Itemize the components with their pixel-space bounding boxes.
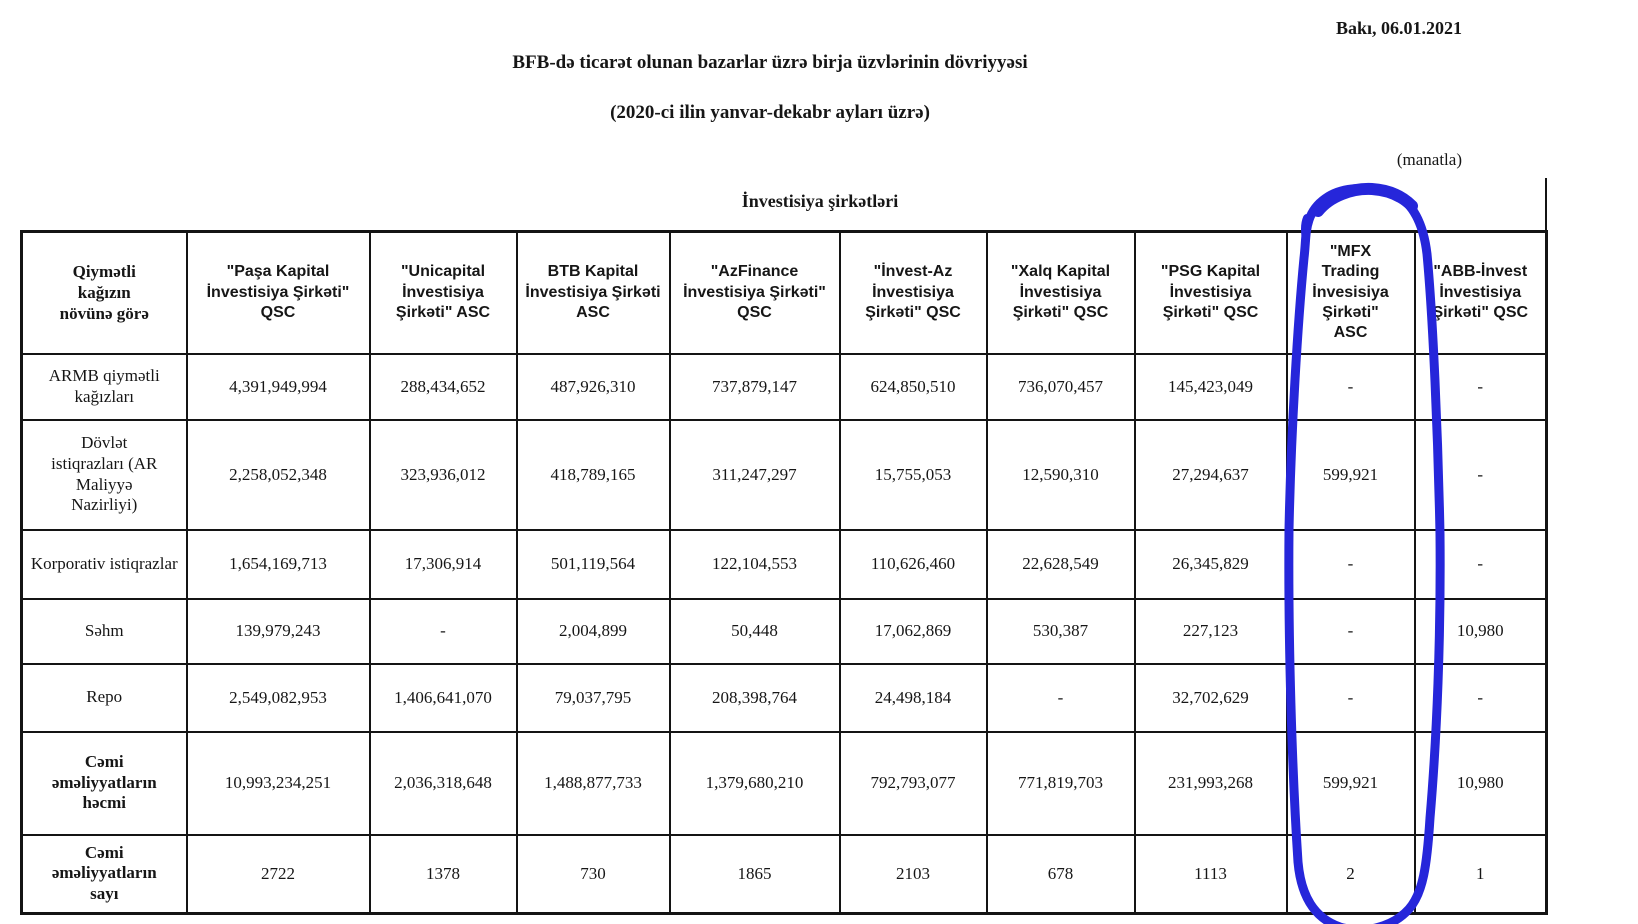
value-cell: 10,993,234,251 <box>185 730 371 836</box>
document-title: BFB-də ticarət olunan bazarlar üzrə birj… <box>512 52 1028 73</box>
column-header: "PSG Kapital İnvestisiya Şirkəti" QSC <box>1133 230 1288 355</box>
value-cell: 17,062,869 <box>838 597 988 665</box>
value-cell: 2103 <box>838 833 988 915</box>
value-cell: 599,921 <box>1285 730 1416 836</box>
value-cell: 1,488,877,733 <box>515 730 671 836</box>
value-cell: - <box>1413 528 1548 600</box>
value-cell: - <box>1285 662 1416 733</box>
value-cell: 110,626,460 <box>838 528 988 600</box>
value-cell: 145,423,049 <box>1133 352 1288 421</box>
value-cell: 771,819,703 <box>985 730 1136 836</box>
value-cell: 79,037,795 <box>515 662 671 733</box>
row-label: ARMB qiymətli kağızları <box>20 352 188 421</box>
value-cell: 231,993,268 <box>1133 730 1288 836</box>
table-row: Cəmi əməliyyatların sayı 2722 1378 730 1865 2… <box>20 833 1548 915</box>
value-cell: 599,921 <box>1285 418 1416 531</box>
value-cell: 2,004,899 <box>515 597 671 665</box>
value-cell: - <box>1413 662 1548 733</box>
column-header: "AzFinance İnvestisiya Şirkəti" QSC <box>668 230 841 355</box>
row-label: Repo <box>20 662 188 733</box>
column-header: "Unicapital İnvestisiya Şirkəti" ASC <box>368 230 518 355</box>
value-cell: - <box>1285 597 1416 665</box>
value-cell: 1,379,680,210 <box>668 730 841 836</box>
value-cell: 737,879,147 <box>668 352 841 421</box>
value-cell: 22,628,549 <box>985 528 1136 600</box>
value-cell: 2 <box>1285 833 1416 915</box>
value-cell: 2,549,082,953 <box>185 662 371 733</box>
value-cell: - <box>368 597 518 665</box>
value-cell: 2722 <box>185 833 371 915</box>
table-group-header: İnvestisiya şirkətləri <box>741 191 899 211</box>
column-header: "Paşa Kapital İnvestisiya Şirkəti" QSC <box>185 230 371 355</box>
table-row: Dövlət istiqrazları (AR Maliyyə Nazirliy… <box>20 418 1548 531</box>
column-header: "İnvest-Az İnvestisiya Şirkəti" QSC <box>838 230 988 355</box>
value-cell: 139,979,243 <box>185 597 371 665</box>
value-cell: 792,793,077 <box>838 730 988 836</box>
value-cell: 530,387 <box>985 597 1136 665</box>
value-cell: 2,036,318,648 <box>368 730 518 836</box>
value-cell: 1,406,641,070 <box>368 662 518 733</box>
value-cell: 50,448 <box>668 597 841 665</box>
value-cell: - <box>1285 352 1416 421</box>
table-row: Repo 2,549,082,953 1,406,641,070 79,037,795… <box>20 662 1548 733</box>
value-cell: 32,702,629 <box>1133 662 1288 733</box>
value-cell: - <box>1285 528 1416 600</box>
value-cell: 10,980 <box>1413 730 1548 836</box>
column-header: "MFX Trading İnvesisiya Şirkəti" ASC <box>1285 230 1416 355</box>
date-location: Bakı, 06.01.2021 <box>1335 18 1462 38</box>
table-header-row: Qiymətli kağızın növünə görə "Paşa Kapita… <box>20 230 1548 355</box>
value-cell: 24,498,184 <box>838 662 988 733</box>
table-row: ARMB qiymətli kağızları 4,391,949,994 288,… <box>20 352 1548 421</box>
value-cell: 10,980 <box>1413 597 1548 665</box>
value-cell: 1,654,169,713 <box>185 528 371 600</box>
column-header: "Xalq Kapital İnvestisiya Şirkəti" QSC <box>985 230 1136 355</box>
value-cell: 122,104,553 <box>668 528 841 600</box>
value-cell: 208,398,764 <box>668 662 841 733</box>
value-cell: 678 <box>985 833 1136 915</box>
value-cell: - <box>985 662 1136 733</box>
value-cell: 418,789,165 <box>515 418 671 531</box>
value-cell: 26,345,829 <box>1133 528 1288 600</box>
value-cell: 15,755,053 <box>838 418 988 531</box>
value-cell: 624,850,510 <box>838 352 988 421</box>
value-cell: 12,590,310 <box>985 418 1136 531</box>
document-subtitle: (2020-ci ilin yanvar-dekabr ayları üzrə) <box>610 102 930 123</box>
row-label: Cəmi əməliyyatların sayı <box>20 833 188 915</box>
value-cell: 487,926,310 <box>515 352 671 421</box>
value-cell: - <box>1413 418 1548 531</box>
value-cell: 27,294,637 <box>1133 418 1288 531</box>
value-cell: 1378 <box>368 833 518 915</box>
table-body: ARMB qiymətli kağızları 4,391,949,994 288,… <box>20 352 1548 915</box>
value-cell: 730 <box>515 833 671 915</box>
table-row: Səhm 139,979,243-2,004,899 50,448 17,062,86… <box>20 597 1548 665</box>
row-header-title: Qiymətli kağızın növünə görə <box>20 230 188 355</box>
table-row: Korporativ istiqrazlar 1,654,169,713 17,30… <box>20 528 1548 600</box>
row-label: Cəmi əməliyyatların həcmi <box>20 730 188 836</box>
value-cell: 323,936,012 <box>368 418 518 531</box>
row-label: Səhm <box>20 597 188 665</box>
column-header: BTB Kapital İnvestisiya Şirkəti ASC <box>515 230 671 355</box>
group-header-right-border <box>1545 178 1547 230</box>
value-cell: 311,247,297 <box>668 418 841 531</box>
value-cell: 1 <box>1413 833 1548 915</box>
currency-unit-note: (manatla) <box>1396 150 1462 169</box>
row-label: Dövlət istiqrazları (AR Maliyyə Nazirliy… <box>20 418 188 531</box>
table-row: Cəmi əməliyyatların həcmi 10,993,234,251 2… <box>20 730 1548 836</box>
value-cell: 17,306,914 <box>368 528 518 600</box>
value-cell: 4,391,949,994 <box>185 352 371 421</box>
value-cell: 736,070,457 <box>985 352 1136 421</box>
value-cell: 227,123 <box>1133 597 1288 665</box>
value-cell: 501,119,564 <box>515 528 671 600</box>
value-cell: 288,434,652 <box>368 352 518 421</box>
value-cell: - <box>1413 352 1548 421</box>
value-cell: 2,258,052,348 <box>185 418 371 531</box>
turnover-table: Qiymətli kağızın növünə görə "Paşa Kapita… <box>20 230 1548 915</box>
row-label: Korporativ istiqrazlar <box>20 528 188 600</box>
value-cell: 1113 <box>1133 833 1288 915</box>
value-cell: 1865 <box>668 833 841 915</box>
column-header: "ABB-İnvest İnvestisiya Şirkəti" QSC <box>1413 230 1548 355</box>
